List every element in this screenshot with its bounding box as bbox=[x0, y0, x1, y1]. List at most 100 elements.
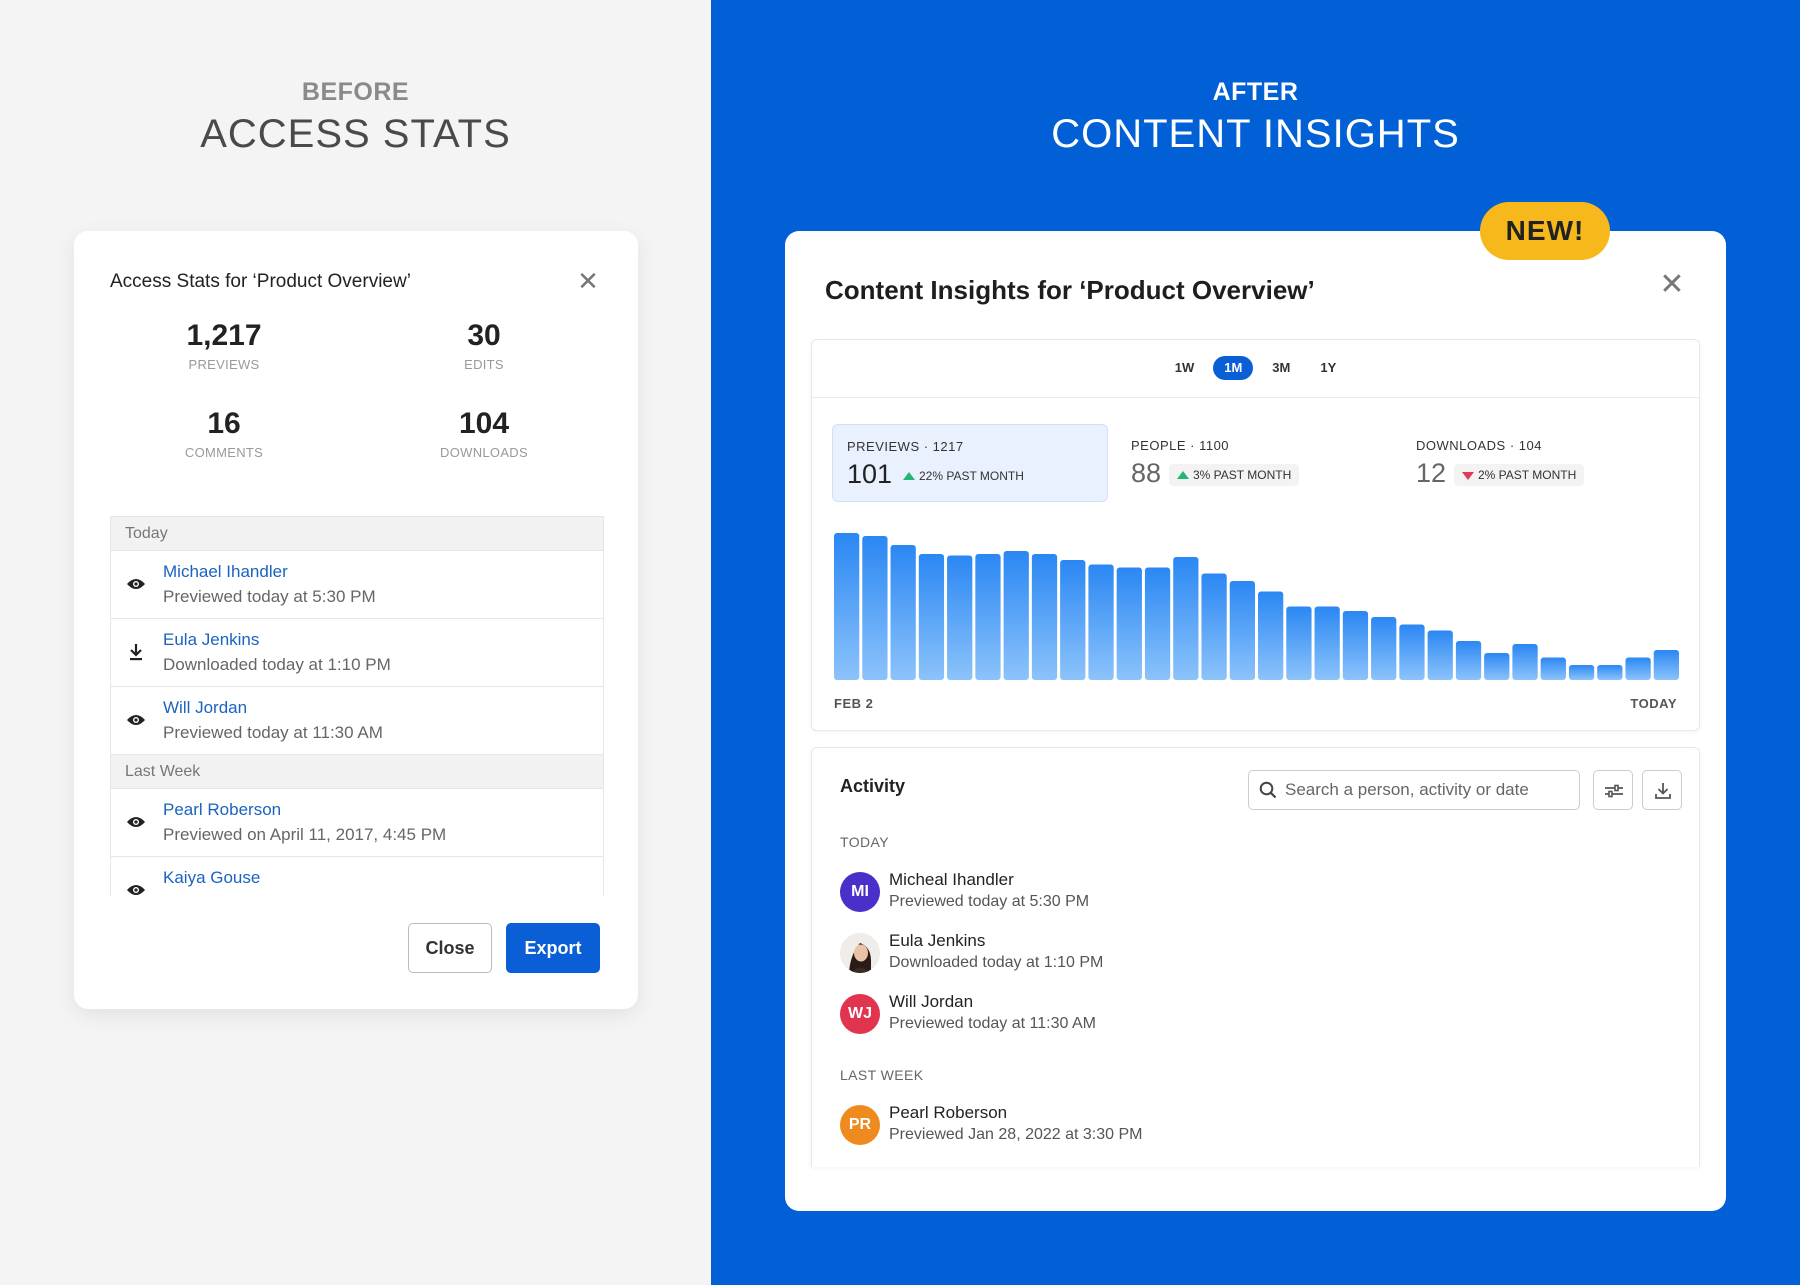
chart-bar bbox=[1003, 551, 1029, 680]
filter-button[interactable] bbox=[1593, 770, 1633, 810]
range-1m[interactable]: 1M bbox=[1213, 356, 1254, 380]
activity-text: Previewed today at 11:30 AM bbox=[889, 1015, 1096, 1032]
activity-text: Previewed Jan 28, 2022 at 3:30 PM bbox=[889, 1126, 1143, 1143]
content-insights-modal: Content Insights for ‘Product Overview’ … bbox=[785, 231, 1726, 1211]
chart-bar bbox=[1512, 644, 1538, 680]
activity-item[interactable]: WJ Will Jordan Previewed today at 11:30 … bbox=[840, 992, 1540, 1040]
metric-downloads[interactable]: DOWNLOADS · 104 12 2% PAST MONTH bbox=[1402, 424, 1678, 502]
access-stats-modal: Access Stats for ‘Product Overview’ ✕ 1,… bbox=[74, 231, 638, 1009]
stat-label: COMMENTS bbox=[184, 445, 264, 460]
metric-previews[interactable]: PREVIEWS · 1217 101 22% PAST MONTH bbox=[832, 424, 1108, 502]
activity-text: Downloaded today at 1:10 PM bbox=[163, 655, 391, 674]
after-heading: CONTENT INSIGHTS bbox=[1051, 112, 1460, 156]
group-header-last-week: Last Week bbox=[111, 755, 603, 789]
metric-change: 22% PAST MONTH bbox=[895, 465, 1032, 487]
chart-bar bbox=[1031, 554, 1058, 680]
section-last-week: LAST WEEK bbox=[840, 1067, 924, 1083]
chart-bar bbox=[862, 536, 888, 680]
eye-icon bbox=[125, 575, 147, 595]
chart-bar bbox=[1484, 653, 1510, 680]
avatar: PR bbox=[840, 1105, 880, 1145]
stat-value: 104 bbox=[458, 407, 510, 440]
user-link[interactable]: Will Jordan bbox=[163, 698, 248, 717]
trend-up-icon bbox=[1177, 471, 1189, 479]
stat-value: 16 bbox=[207, 407, 241, 440]
metric-value: 12 bbox=[1416, 458, 1447, 488]
close-icon[interactable]: ✕ bbox=[577, 266, 599, 296]
activity-text: Previewed today at 11:30 AM bbox=[163, 723, 383, 742]
activity-item[interactable]: Eula Jenkins Downloaded today at 1:10 PM bbox=[840, 931, 1540, 979]
export-button[interactable]: Export bbox=[506, 923, 600, 973]
metric-people[interactable]: PEOPLE · 1100 88 3% PAST MONTH bbox=[1117, 424, 1393, 502]
trend-up-icon bbox=[903, 472, 915, 480]
chart-bar bbox=[1201, 573, 1227, 680]
metric-change: 3% PAST MONTH bbox=[1169, 464, 1300, 486]
chart-bar bbox=[1625, 657, 1651, 680]
list-item: Pearl Roberson Previewed on April 11, 20… bbox=[111, 789, 603, 857]
activity-search bbox=[1248, 770, 1580, 810]
activity-card: Activity TODAY bbox=[811, 747, 1700, 1167]
list-item: Michael Ihandler Previewed today at 5:30… bbox=[111, 551, 603, 619]
range-1w[interactable]: 1W bbox=[1174, 360, 1195, 375]
x-axis-start-label: FEB 2 bbox=[834, 696, 874, 711]
chart-bar bbox=[918, 554, 945, 680]
chart-bar bbox=[1314, 606, 1340, 680]
chart-bar bbox=[1342, 611, 1369, 680]
chart-bar bbox=[1116, 567, 1142, 680]
before-heading: ACCESS STATS bbox=[200, 112, 511, 156]
chart-bar bbox=[1427, 630, 1453, 680]
stat-previews: 1,217 PREVIEWS bbox=[124, 319, 324, 372]
chart-bar bbox=[1653, 650, 1679, 680]
download-icon bbox=[1655, 783, 1671, 799]
stat-edits: 30 EDITS bbox=[384, 319, 584, 372]
eye-icon bbox=[125, 881, 147, 896]
metric-value: 88 bbox=[1131, 458, 1162, 488]
chart-bar bbox=[1540, 657, 1566, 680]
user-link[interactable]: Kaiya Gouse bbox=[163, 868, 261, 887]
chart-bar bbox=[1371, 617, 1397, 680]
user-link[interactable]: Eula Jenkins bbox=[163, 630, 260, 649]
sliders-icon bbox=[1605, 784, 1623, 798]
modal-title: Content Insights for ‘Product Overview’ bbox=[825, 275, 1315, 305]
activity-text: Downloaded today at 1:10 PM bbox=[889, 954, 1104, 971]
before-panel: BEFORE ACCESS STATS Access Stats for ‘Pr… bbox=[0, 0, 711, 1285]
stat-label: PREVIEWS bbox=[188, 357, 260, 372]
after-panel: AFTER CONTENT INSIGHTS Content Insights … bbox=[711, 0, 1800, 1285]
user-link[interactable]: Michael Ihandler bbox=[163, 562, 288, 581]
activity-text: Previewed today at 5:30 PM bbox=[889, 893, 1090, 910]
chart-bar bbox=[890, 545, 916, 680]
trend-down-icon bbox=[1462, 472, 1474, 480]
range-1y[interactable]: 1Y bbox=[1320, 360, 1337, 375]
stat-label: DOWNLOADS bbox=[440, 445, 528, 460]
close-button[interactable]: Close bbox=[408, 923, 492, 973]
metric-change: 2% PAST MONTH bbox=[1454, 464, 1585, 486]
activity-item[interactable]: PR Pearl Roberson Previewed Jan 28, 2022… bbox=[840, 1103, 1540, 1151]
list-item: Kaiya Gouse bbox=[111, 857, 603, 896]
chart-bar bbox=[1568, 665, 1595, 680]
search-icon bbox=[1259, 781, 1277, 804]
chart-bar bbox=[975, 554, 1001, 680]
close-icon[interactable]: ✕ bbox=[1659, 268, 1685, 301]
range-3m[interactable]: 3M bbox=[1272, 360, 1291, 375]
metric-label: PEOPLE · 1100 bbox=[1131, 438, 1230, 453]
stat-downloads: 104 DOWNLOADS bbox=[384, 407, 584, 460]
export-activity-button[interactable] bbox=[1642, 770, 1682, 810]
person-name: Micheal Ihandler bbox=[889, 870, 1014, 889]
person-name: Eula Jenkins bbox=[889, 931, 986, 950]
new-badge: NEW! bbox=[1480, 202, 1610, 260]
access-list[interactable]: Today Michael Ihandler Previewed today a… bbox=[110, 516, 604, 896]
eye-icon bbox=[125, 711, 147, 731]
chart-bar bbox=[1060, 560, 1086, 680]
avatar-photo bbox=[840, 933, 880, 973]
chart-bar bbox=[1286, 606, 1312, 680]
user-link[interactable]: Pearl Roberson bbox=[163, 800, 282, 819]
activity-item[interactable]: MI Micheal Ihandler Previewed today at 5… bbox=[840, 870, 1540, 918]
download-icon bbox=[125, 643, 147, 663]
stat-label: EDITS bbox=[464, 357, 504, 372]
metric-change-text: 22% PAST MONTH bbox=[919, 469, 1024, 483]
metric-label: PREVIEWS · 1217 bbox=[847, 439, 964, 454]
metric-label: DOWNLOADS · 104 bbox=[1416, 438, 1542, 453]
person-name: Pearl Roberson bbox=[889, 1103, 1008, 1122]
avatar: MI bbox=[840, 872, 880, 912]
search-input[interactable] bbox=[1285, 771, 1575, 809]
